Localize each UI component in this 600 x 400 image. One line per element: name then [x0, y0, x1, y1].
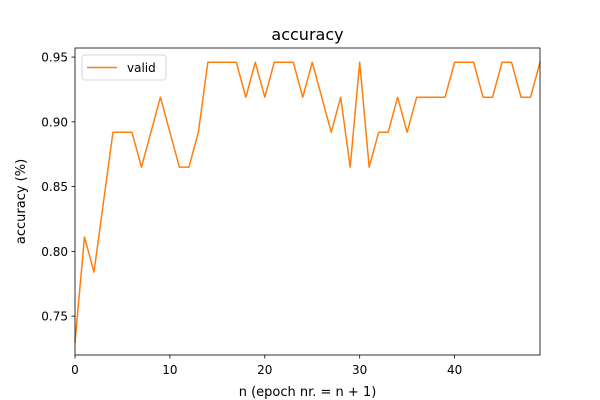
- y-axis-ticks: 0.75 0.80 0.85 0.90 0.95: [41, 51, 75, 324]
- legend-label-valid: valid: [127, 61, 156, 75]
- x-tick-label: 40: [447, 363, 462, 377]
- x-axis-ticks: 0 10 20 30 40: [71, 355, 462, 377]
- x-tick-label: 0: [71, 363, 79, 377]
- x-tick-label: 30: [352, 363, 367, 377]
- y-tick-label: 0.80: [41, 245, 68, 259]
- series-line-valid: [74, 61, 541, 343]
- y-tick-label: 0.95: [41, 51, 68, 65]
- x-tick-label: 20: [257, 363, 272, 377]
- y-tick-label: 0.90: [41, 115, 68, 129]
- x-axis-label: n (epoch nr. = n + 1): [239, 385, 377, 400]
- plot-frame: [74, 47, 541, 356]
- legend-box: [81, 54, 167, 81]
- legend: valid: [81, 54, 167, 81]
- chart-title: accuracy: [271, 25, 343, 44]
- x-tick-label: 10: [162, 363, 177, 377]
- series-layer: [74, 61, 541, 343]
- y-axis-label: accuracy (%): [14, 159, 29, 244]
- y-tick-label: 0.75: [41, 310, 68, 324]
- y-tick-label: 0.85: [41, 180, 68, 194]
